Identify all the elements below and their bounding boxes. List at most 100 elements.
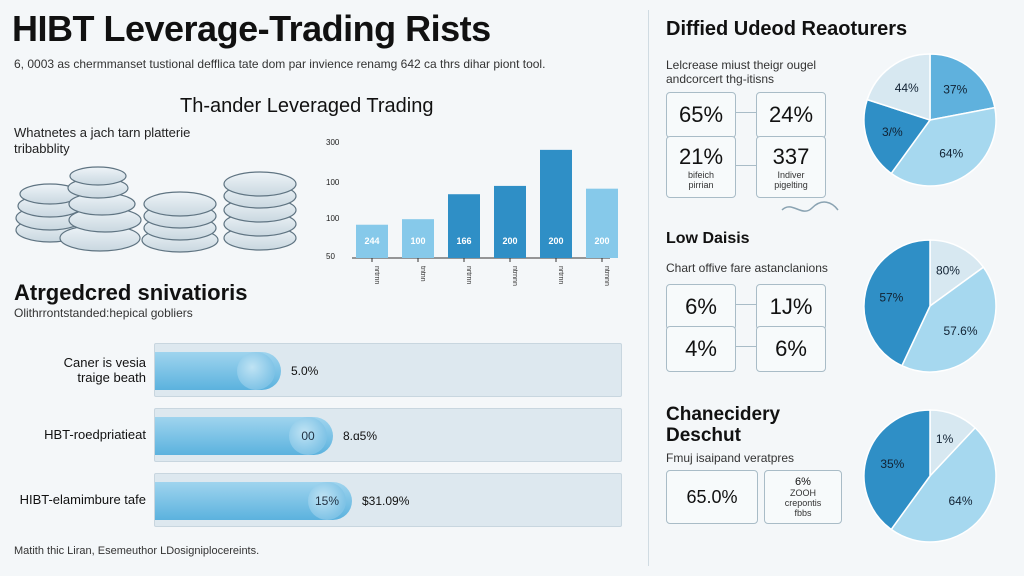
- panel1-stat-box: 21% bifeich pirrian: [666, 136, 736, 198]
- panel1-stat-value: 65%: [678, 102, 724, 127]
- panel1-stat-box: 65%: [666, 92, 736, 138]
- pie-slice: [890, 106, 997, 187]
- hbar-track: 00 8.ɑ5%: [154, 408, 622, 462]
- pie-slice-label: 64%: [939, 146, 963, 160]
- pie-slice: [863, 409, 931, 531]
- pie-slice: [866, 53, 931, 122]
- wave-doodle-icon: [781, 201, 839, 212]
- panel3-stat-box-2: 6% ZOOH crepontis fbbs: [764, 470, 842, 524]
- y-tick-label: 100: [326, 214, 340, 223]
- pie-slice-label: 35%: [880, 457, 904, 471]
- coin-caption-line1: Whatnetes a jach tarn platterie: [14, 125, 191, 140]
- hbar-knob: [237, 352, 275, 390]
- coin-caption: Whatnetes a jach tarn platterie tribabbl…: [14, 125, 234, 157]
- panel3-title-line2: Deschut: [666, 425, 741, 446]
- connector-line: [736, 112, 756, 113]
- panel2-stat-value: 4%: [685, 336, 717, 361]
- panel2-title: Low Daisis: [666, 230, 750, 247]
- pie-slice: [929, 53, 996, 121]
- pie-slice: [890, 426, 997, 543]
- panel1-sub-line2: andcorcert thg-itisns: [666, 72, 775, 86]
- bar-data-label: 200: [594, 236, 609, 246]
- connector-line: [736, 304, 756, 305]
- panel2-subtitle: Chart offive fare astanclanions: [666, 261, 828, 275]
- panel1-stat-value: 337: [772, 144, 810, 169]
- hbar-value: 5.0%: [291, 364, 319, 378]
- hbar-track: 15% $31.09%: [154, 473, 622, 527]
- panel2-stat-box: 6%: [666, 284, 736, 330]
- panel1-stat-value: 24%: [768, 102, 814, 127]
- panel1-subtitle: Lelcrease miust theigr ougel andcorcert …: [666, 58, 816, 86]
- vertical-divider: [648, 10, 649, 566]
- pie-chart-2: 80% 57.6% 57%: [863, 239, 997, 373]
- pie-slice-label: 57%: [879, 290, 903, 304]
- coin-stacks-icon: [15, 166, 297, 253]
- pie-slice-label: 64%: [948, 494, 972, 508]
- panel2-stat-value: 6%: [775, 336, 807, 361]
- x-category-label: nrtrnn: [373, 266, 380, 284]
- hbar-label-line1: HBT-roedpriatieat: [44, 427, 146, 442]
- bar-chart: 300 100 100 50 244 nrtrnn 100 tntnn 166 nrtrnn 200…: [326, 138, 618, 286]
- panel3-stat-value: 65.0%: [686, 486, 738, 507]
- bar-data-label: 166: [456, 236, 471, 246]
- bar-data-label: 100: [410, 236, 425, 246]
- x-category-label: ntrnnn: [511, 266, 518, 286]
- panel2-stat-box: 1J%: [756, 284, 826, 330]
- pie-slice-label: 80%: [936, 264, 960, 278]
- pie-chart-1: 37% 64% 3/% 44%: [863, 53, 997, 187]
- bar-data-label: 200: [502, 236, 517, 246]
- panel1-stat-box: 24%: [756, 92, 826, 138]
- pie-slice-label: 57.6%: [943, 324, 977, 338]
- footer-note: Matith thic Liran, Esemeuthor LDosignipl…: [14, 545, 260, 557]
- panel1-sub-line1: Lelcrease miust theigr ougel: [666, 58, 817, 72]
- panel2-stat-box: 6%: [756, 326, 826, 372]
- pie-slice-label: 3/%: [882, 125, 903, 139]
- x-category-label: tntnn: [419, 266, 426, 282]
- panel3-stat-note: ZOOH crepontis fbbs: [784, 488, 822, 518]
- panel1-stat-value: 21%: [678, 144, 724, 169]
- x-category-label: nrtrnn: [557, 266, 564, 284]
- page-subtitle: 6, 0003 as chermmanset tustional defflic…: [14, 57, 546, 71]
- panel2-stat-value: 6%: [685, 294, 717, 319]
- section2-subtitle: Olithrrontstanded:hepical gobliers: [14, 306, 193, 320]
- panel3-stat-box: 65.0%: [666, 470, 758, 524]
- pie-slice: [900, 266, 997, 373]
- panel3-subtitle: Fmuj isaipand veratpres: [666, 451, 795, 465]
- pie-slice-label: 44%: [895, 81, 919, 95]
- bar: [494, 185, 526, 258]
- panel3-stat-value-2: 6%: [795, 476, 811, 488]
- bar-chart-title: Th-ander Leveraged Trading: [180, 95, 434, 117]
- x-category-label: ntrnnn: [603, 266, 610, 286]
- panel2-stat-value: 1J%: [769, 294, 813, 319]
- hbar-label: Caner is vesia traige beath: [6, 355, 146, 385]
- bar-data-label: 244: [364, 236, 379, 246]
- panel1-title: Diffied Udeod Reaoturers: [666, 18, 908, 40]
- bar: [586, 188, 618, 258]
- page-title: HIBT Leverage-Trading Rists: [12, 8, 491, 49]
- panel1-stat-note: Indiver pigelting: [774, 170, 808, 190]
- panel2-stat-box: 4%: [666, 326, 736, 372]
- bar: [356, 224, 388, 258]
- bar: [402, 219, 434, 258]
- pie-slice: [929, 239, 985, 308]
- panel1-stat-box: 337 Indiver pigelting: [756, 136, 826, 198]
- hbar-value: $31.09%: [362, 494, 410, 508]
- pie-chart-3: 1% 64% 35%: [863, 409, 997, 543]
- connector-line: [736, 346, 756, 347]
- bar: [540, 149, 572, 258]
- coin-caption-line2: tribabblity: [14, 141, 70, 156]
- hbar-knob: 00: [289, 417, 327, 455]
- hbar-track: 5.0%: [154, 343, 622, 397]
- panel1-stat-note: bifeich pirrian: [687, 170, 714, 190]
- connector-line: [736, 165, 756, 166]
- hbar-label-line1: HIBT-elamimbure tafe: [19, 492, 146, 507]
- x-category-label: nrtrnn: [465, 266, 472, 284]
- hbar-label: HBT-roedpriatieat: [6, 427, 146, 442]
- bar: [448, 194, 480, 258]
- pie-slice: [863, 98, 932, 175]
- hbar-knob: 15%: [308, 482, 346, 520]
- hbar-label-line1: Caner is vesia: [63, 355, 146, 370]
- hbar-value: 8.ɑ5%: [343, 429, 378, 443]
- panel3-title: Chanecidery Deschut: [666, 404, 780, 446]
- pie-slice: [863, 239, 931, 367]
